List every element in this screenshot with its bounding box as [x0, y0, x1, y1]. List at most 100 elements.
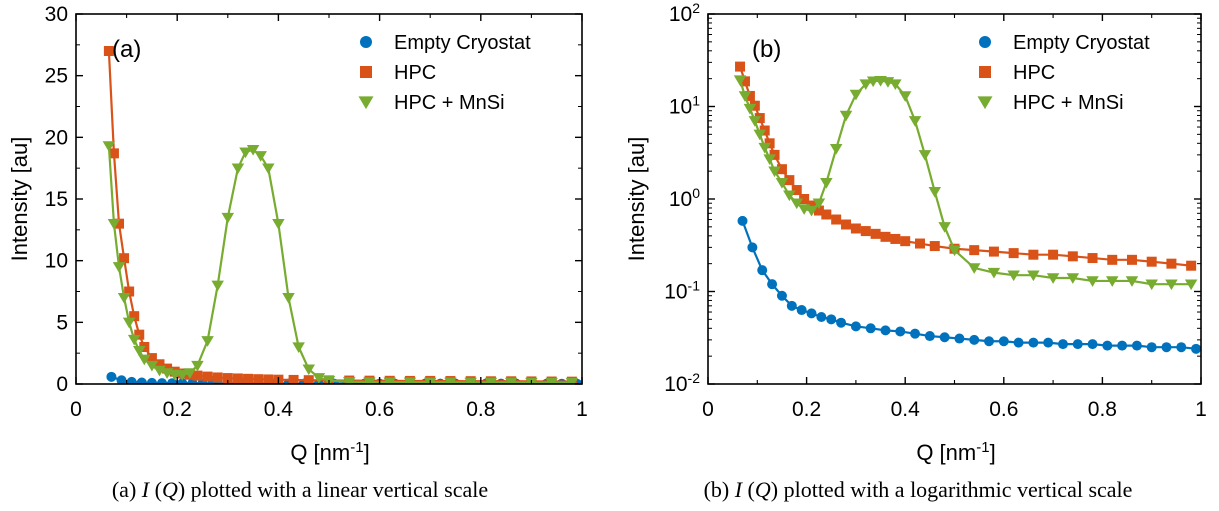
data-point	[908, 116, 922, 127]
data-point	[322, 375, 336, 384]
data-point	[841, 219, 852, 230]
x-tick-label: 0.2	[163, 398, 192, 421]
data-point	[775, 178, 789, 189]
legend-a: Empty Cryostat HPC HPC + MnSi	[358, 32, 531, 114]
y-tick-label: 102	[669, 0, 700, 26]
data-point	[136, 377, 147, 384]
data-point	[784, 175, 795, 186]
data-point	[106, 371, 117, 382]
data-point	[1176, 342, 1187, 353]
data-point	[1107, 254, 1118, 265]
data-point	[108, 148, 119, 159]
data-point	[984, 336, 995, 347]
data-point	[890, 233, 901, 244]
data-point	[1186, 260, 1197, 271]
data-point	[1146, 342, 1157, 353]
data-point	[1043, 337, 1054, 348]
data-point	[282, 292, 295, 304]
data-point	[1191, 343, 1201, 354]
data-point	[786, 300, 797, 311]
data-point	[850, 223, 861, 234]
legend-marker	[360, 36, 372, 48]
data-point	[816, 312, 827, 323]
data-point	[232, 373, 243, 384]
data-point	[221, 212, 235, 224]
panel-label-a: (a)	[112, 36, 141, 63]
data-point	[859, 79, 873, 90]
data-point	[738, 91, 752, 102]
data-point	[895, 326, 906, 337]
data-point	[763, 154, 776, 166]
data-point	[1008, 248, 1019, 259]
x-tick-label: 0.6	[989, 398, 1018, 421]
data-point	[129, 311, 140, 322]
data-point	[1013, 337, 1024, 348]
y-tick-label: 25	[45, 65, 68, 88]
data-point	[776, 164, 787, 175]
data-point	[484, 377, 498, 384]
data-point	[1146, 256, 1157, 267]
x-axis-label-b: Q [nm-1]	[916, 439, 995, 466]
data-point	[998, 336, 1009, 347]
data-point	[383, 377, 396, 384]
data-point	[201, 336, 214, 347]
data-point	[748, 116, 762, 127]
data-point	[1007, 270, 1020, 282]
data-point	[1028, 249, 1039, 260]
data-point	[302, 364, 316, 376]
data-point	[239, 147, 252, 159]
data-point	[1066, 273, 1080, 284]
y-tick-label: 5	[56, 311, 68, 334]
data-point	[831, 214, 842, 225]
data-point	[243, 373, 254, 384]
data-point	[145, 360, 159, 372]
data-point	[796, 305, 807, 316]
data-point	[820, 178, 833, 189]
data-point	[836, 317, 847, 328]
data-point	[1067, 251, 1078, 262]
data-point	[1166, 258, 1177, 269]
x-tick-label: 1	[1195, 398, 1207, 421]
data-point	[735, 61, 746, 72]
data-point	[889, 79, 902, 90]
data-point	[865, 323, 876, 334]
data-point	[1046, 273, 1060, 284]
data-point	[192, 370, 203, 381]
y-tick-label: 101	[669, 93, 700, 119]
data-point	[1126, 254, 1137, 265]
legend-entry: HPC + MnSi	[394, 92, 505, 114]
y-tick-label: 10	[45, 250, 68, 273]
data-point	[126, 376, 137, 384]
legend-entry: HPC	[394, 62, 436, 84]
data-point	[464, 377, 477, 384]
data-point	[918, 150, 932, 161]
data-point	[133, 346, 146, 357]
data-point	[799, 194, 810, 204]
data-point	[1106, 276, 1119, 287]
data-point	[880, 231, 891, 242]
data-point	[292, 342, 305, 353]
data-point	[813, 205, 824, 216]
y-tick-label: 15	[45, 188, 68, 211]
data-point	[821, 209, 832, 220]
caption-b: (b) I (Q) plotted with a logarithmic ver…	[704, 477, 1133, 502]
data-point	[743, 103, 757, 115]
data-point	[138, 354, 151, 366]
legend-entry: HPC + MnSi	[1013, 92, 1124, 114]
data-point	[870, 228, 881, 239]
data-point	[768, 166, 781, 178]
plot-area-b	[733, 61, 1201, 354]
data-point	[122, 317, 136, 329]
data-point	[938, 222, 951, 233]
data-point	[791, 185, 802, 196]
legend-entry: HPC	[1013, 62, 1055, 84]
caption-a: (a) I (Q) plotted with a linear vertical…	[112, 477, 488, 502]
data-point	[914, 238, 925, 249]
data-point	[312, 373, 326, 384]
plot-area-a	[102, 46, 582, 384]
data-point	[146, 377, 157, 384]
data-point	[363, 377, 376, 384]
data-point	[733, 75, 747, 87]
data-point	[1087, 339, 1098, 350]
data-point	[176, 370, 189, 381]
